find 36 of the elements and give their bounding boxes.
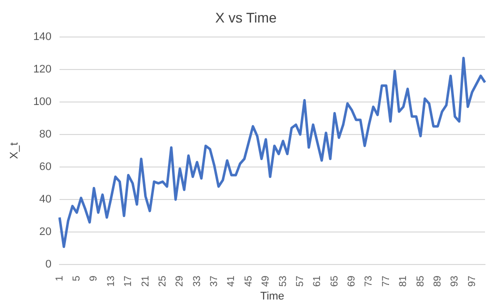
- x-tick-label: 97: [466, 275, 478, 287]
- x-tick-label: 9: [88, 275, 100, 282]
- x-tick-label: 61: [312, 275, 324, 287]
- x-tick-label: 73: [364, 275, 375, 287]
- y-tick-label: 0: [45, 258, 52, 271]
- y-tick-label: 140: [33, 30, 52, 43]
- y-tick-label: 100: [33, 96, 52, 108]
- x-tick-label: 57: [294, 275, 306, 287]
- y-tick-label: 120: [33, 63, 52, 76]
- x-tick-label: 65: [329, 275, 340, 287]
- x-tick-label: 29: [174, 275, 186, 287]
- x-tick-label: 5: [71, 275, 82, 282]
- x-tick-label: 69: [346, 275, 358, 287]
- x-tick-label: 41: [226, 275, 238, 287]
- x-tick-label: 25: [157, 275, 168, 287]
- x-tick-label: 37: [209, 275, 220, 287]
- x-tick-label: 33: [192, 275, 203, 287]
- x-tick-label: 13: [106, 275, 117, 287]
- x-tick-label: 1: [54, 275, 66, 282]
- x-tick-label: 89: [432, 275, 444, 287]
- x-tick-label: 77: [380, 275, 392, 287]
- y-tick-label: 60: [39, 161, 52, 174]
- x-tick-label: 81: [398, 275, 410, 287]
- x-tick-label: 45: [243, 275, 254, 287]
- x-tick-label: 85: [415, 275, 426, 287]
- y-axis-title: X_t: [8, 142, 21, 159]
- y-tick-label: 40: [39, 194, 52, 206]
- x-tick-label: 17: [123, 275, 134, 287]
- chart-title: X vs Time: [215, 9, 277, 26]
- x-axis-title: Time: [260, 290, 284, 302]
- x-tick-label: 53: [278, 275, 289, 287]
- x-tick-label: 49: [260, 275, 272, 287]
- y-tick-label: 20: [39, 226, 52, 238]
- y-tick-label: 80: [39, 128, 52, 140]
- x-tick-label: 21: [140, 275, 152, 287]
- x-tick-label: 93: [450, 275, 461, 287]
